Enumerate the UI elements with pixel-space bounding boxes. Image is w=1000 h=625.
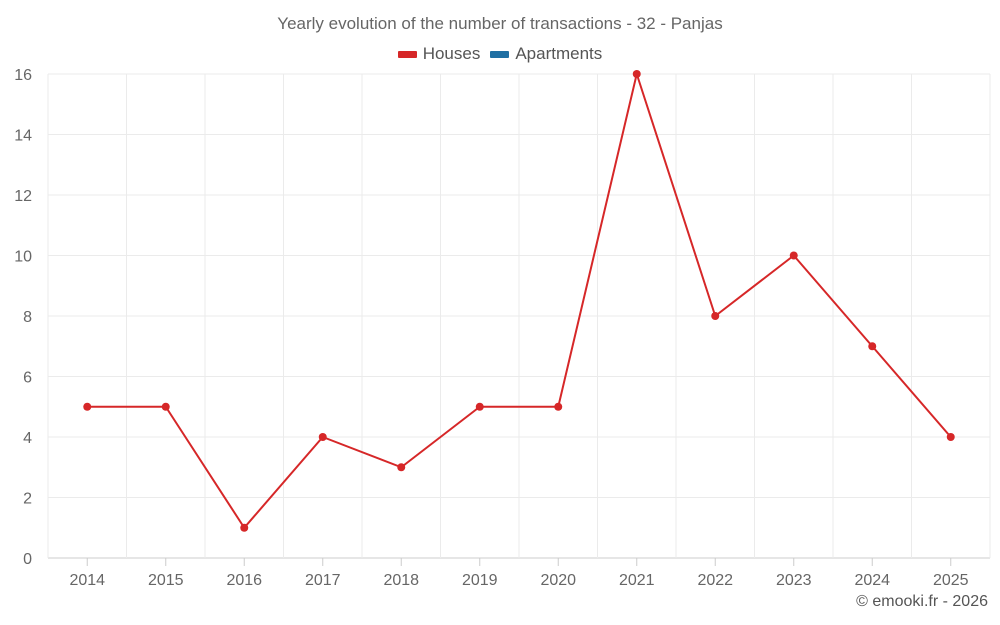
y-tick-label-2: 2 xyxy=(23,491,32,508)
x-tick-label-2015: 2015 xyxy=(148,572,184,589)
x-tick-label-2017: 2017 xyxy=(305,572,341,589)
x-tick-label-2021: 2021 xyxy=(619,572,655,589)
y-tick-label-8: 8 xyxy=(23,309,32,326)
data-point-houses-2014 xyxy=(83,402,92,411)
series-line-houses xyxy=(87,73,952,529)
data-point-houses-2025 xyxy=(946,433,955,441)
data-point-houses-2022 xyxy=(711,312,720,320)
legend-swatch-houses xyxy=(397,50,417,58)
data-point-houses-2018 xyxy=(397,463,406,472)
x-tick-label-2018: 2018 xyxy=(383,572,419,589)
legend-item-houses[interactable]: Houses xyxy=(397,44,481,64)
data-point-houses-2019 xyxy=(475,402,484,411)
y-tick-label-4: 4 xyxy=(23,430,32,447)
y-tick-label-6: 6 xyxy=(23,370,32,387)
data-point-houses-2016 xyxy=(240,523,249,532)
data-point-houses-2021 xyxy=(632,70,641,78)
x-tick-label-2014: 2014 xyxy=(69,572,105,589)
x-tick-label-2023: 2023 xyxy=(776,572,812,589)
data-point-houses-2015 xyxy=(161,402,170,411)
y-tick-label-16: 16 xyxy=(14,67,32,84)
data-point-houses-2024 xyxy=(868,342,877,351)
legend-item-apartments[interactable]: Apartments xyxy=(490,44,602,64)
x-tick-label-2016: 2016 xyxy=(226,572,262,589)
credit-text: © emooki.fr - 2026 xyxy=(856,593,988,610)
legend-label-houses: Houses xyxy=(422,44,481,63)
x-tick-label-2019: 2019 xyxy=(462,572,498,589)
y-tick-label-0: 0 xyxy=(23,551,32,568)
y-tick-label-14: 14 xyxy=(14,128,32,145)
x-tick-label-2024: 2024 xyxy=(854,572,890,589)
y-tick-label-12: 12 xyxy=(14,188,32,205)
chart-title: Yearly evolution of the number of transa… xyxy=(277,14,723,33)
x-tick-label-2025: 2025 xyxy=(933,572,969,589)
data-point-houses-2020 xyxy=(554,402,563,411)
data-point-houses-2017 xyxy=(318,433,327,441)
y-tick-label-10: 10 xyxy=(14,249,32,266)
legend: Houses Apartments xyxy=(0,44,1000,64)
legend-swatch-apartments xyxy=(490,50,510,58)
x-tick-label-2020: 2020 xyxy=(540,572,576,589)
data-point-houses-2023 xyxy=(789,251,798,260)
x-tick-label-2022: 2022 xyxy=(697,572,733,589)
legend-label-apartments: Apartments xyxy=(515,44,603,63)
